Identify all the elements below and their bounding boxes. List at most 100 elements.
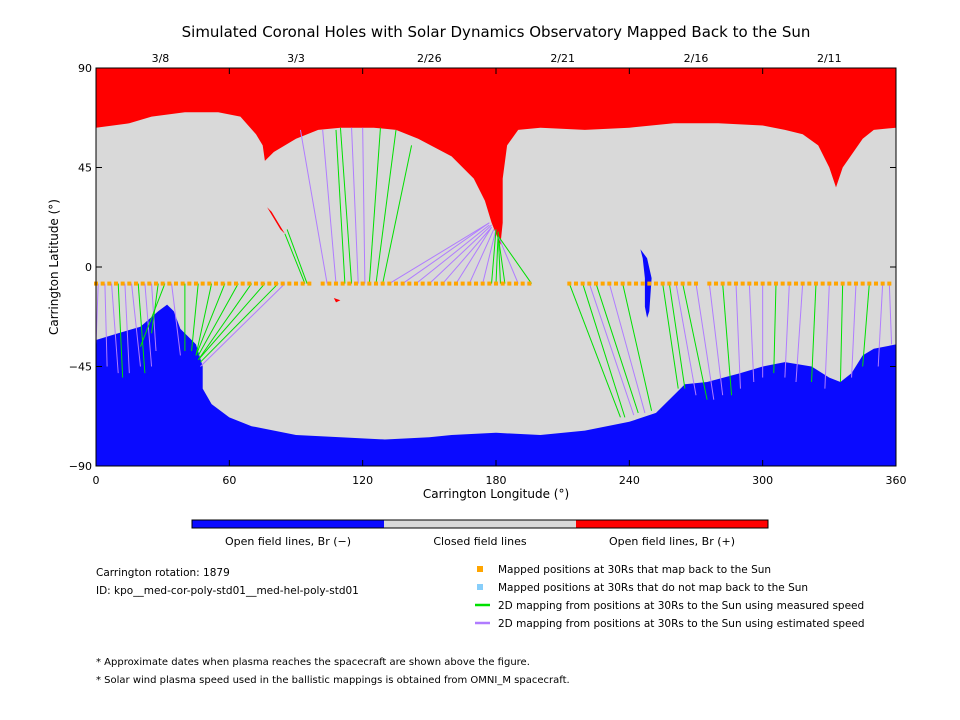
mapped-point-52 [447, 281, 452, 286]
legend-label-1: Mapped positions at 30Rs that do not map… [498, 582, 808, 594]
mapped-point-28 [280, 281, 285, 286]
mapping-line-measured-14 [195, 283, 213, 356]
mapping-line-estimated-44 [497, 235, 519, 284]
mapped-point-96 [780, 281, 785, 286]
mapping-lines-layer [95, 127, 893, 418]
mapping-line-measured-62 [773, 283, 777, 374]
x-tick-label-0: 0 [93, 474, 100, 487]
mapped-point-29 [287, 281, 292, 286]
small-coronal-hole-0 [267, 207, 285, 234]
mapped-point-19 [220, 281, 225, 286]
x-tick-label-240: 240 [619, 474, 640, 487]
mapping-line-estimated-23 [299, 129, 328, 284]
mapping-line-estimated-34 [415, 224, 490, 284]
mapped-point-57 [480, 281, 485, 286]
mapped-point-16 [200, 281, 205, 286]
mapped-point-30 [294, 281, 298, 286]
mapping-line-estimated-28 [362, 127, 366, 284]
mapped-point-32 [307, 281, 312, 286]
mapped-point-98 [794, 281, 798, 286]
mapping-line-measured-10 [139, 283, 166, 347]
mapping-line-measured-45 [497, 235, 532, 284]
small-coronal-hole-2 [640, 249, 652, 318]
top-date-label-3: 2/21 [550, 52, 575, 65]
mapped-point-50 [434, 281, 438, 286]
mapping-line-estimated-27 [351, 127, 359, 284]
mapped-point-75 [634, 281, 638, 286]
mapped-point-35 [334, 281, 338, 286]
mapped-point-89 [734, 281, 738, 286]
mapped-point-67 [580, 281, 585, 286]
mapping-line-estimated-37 [455, 226, 492, 284]
mapped-point-65 [567, 281, 572, 286]
x-tick-label-300: 300 [752, 474, 773, 487]
mapping-line-estimated-4 [124, 283, 130, 374]
legend-marker-0 [477, 566, 483, 572]
mapped-point-36 [340, 281, 345, 286]
mapping-line-estimated-36 [442, 226, 492, 284]
mapped-point-26 [267, 281, 272, 286]
top-date-label-4: 2/16 [684, 52, 709, 65]
mapped-point-46 [407, 281, 412, 286]
mapped-point-106 [847, 281, 852, 286]
north-coronal-hole [96, 68, 896, 245]
legend-label-2: 2D mapping from positions at 30Rs to the… [498, 600, 864, 612]
mapping-line-estimated-50 [608, 283, 646, 414]
colorbar-segment-2 [576, 520, 768, 528]
y-tick-label-90: 90 [78, 62, 92, 75]
mapped-point-87 [720, 281, 725, 286]
mapped-point-12 [174, 281, 178, 286]
mapped-point-97 [787, 281, 792, 286]
mapping-line-measured-17 [197, 283, 252, 361]
south-coronal-hole [96, 304, 896, 466]
mapping-line-estimated-24 [322, 129, 337, 284]
mapped-point-33 [320, 281, 325, 286]
mapping-line-estimated-56 [695, 283, 715, 400]
legend-label-0: Mapped positions at 30Rs that map back t… [498, 564, 771, 576]
mapped-point-27 [274, 281, 278, 286]
mapping-line-estimated-71 [888, 283, 893, 345]
mapping-line-estimated-1 [104, 283, 108, 367]
mapped-point-64 [527, 281, 532, 286]
mapped-point-39 [360, 281, 365, 286]
mapped-point-45 [400, 281, 405, 286]
mapping-line-estimated-70 [877, 283, 884, 367]
mapping-line-measured-26 [339, 127, 353, 284]
mapped-point-42 [380, 281, 385, 286]
mapping-line-measured-16 [197, 283, 239, 356]
mapping-line-estimated-5 [131, 283, 141, 367]
mapping-line-estimated-48 [588, 283, 635, 416]
mapped-point-10 [160, 281, 165, 286]
mapping-line-measured-67 [839, 283, 844, 382]
axes-layer: 0 60 120 180 240 300 360 90 45 0 −45 −90 3/8 3/3 2/26 2… [69, 52, 907, 487]
mapping-line-measured-41 [495, 231, 499, 284]
mapped-point-9 [154, 281, 158, 286]
mapping-line-measured-13 [191, 283, 199, 352]
x-axis-label: Carrington Longitude (°) [423, 487, 569, 501]
mapping-line-estimated-32 [389, 222, 490, 285]
mapped-point-23 [247, 281, 252, 286]
mapped-point-101 [814, 281, 818, 286]
mapped-point-100 [807, 281, 812, 286]
mapped-point-91 [747, 281, 752, 286]
mapped-point-77 [647, 281, 652, 286]
mapping-line-estimated-63 [784, 283, 790, 378]
mapped-point-79 [660, 281, 665, 286]
mapped-point-76 [640, 281, 645, 286]
mapped-point-18 [214, 281, 218, 286]
mapped-point-85 [707, 281, 712, 286]
mapped-point-47 [414, 281, 418, 286]
mapped-point-69 [594, 281, 598, 286]
mapped-point-25 [260, 281, 265, 286]
mapped-point-95 [774, 281, 778, 286]
x-tick-label-120: 120 [352, 474, 373, 487]
mapped-point-56 [474, 281, 478, 286]
mapped-point-20 [227, 281, 232, 286]
mapped-point-17 [207, 281, 212, 286]
mapped-point-13 [180, 281, 185, 286]
mapping-line-estimated-59 [735, 283, 741, 389]
mapped-point-111 [880, 281, 885, 286]
mapped-point-82 [680, 281, 685, 286]
mapping-line-measured-22 [286, 229, 308, 284]
mapped-point-80 [667, 281, 672, 286]
